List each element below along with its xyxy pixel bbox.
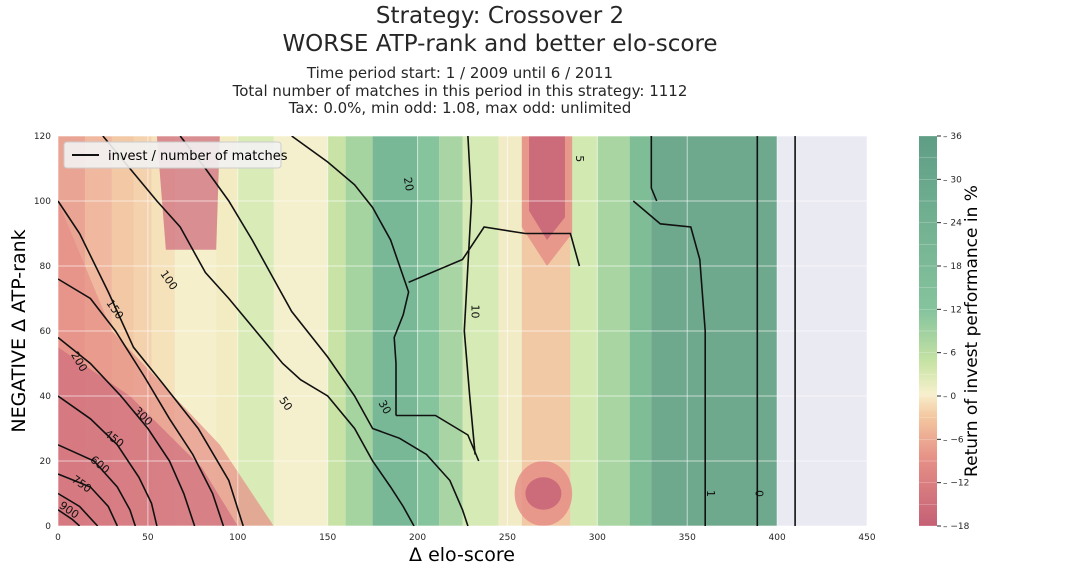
colorbar-tick-label: – 12 <box>943 305 962 315</box>
contour-line <box>179 136 469 526</box>
x-tick-label: 300 <box>589 533 606 543</box>
contour-label: 30 <box>376 398 394 417</box>
chart-subtitle-line-3: Tax: 0.0%, min odd: 1.08, max odd: unlim… <box>288 99 632 117</box>
contour-line <box>58 492 99 526</box>
colorbar-ticks: – 36 – 30 – 24 – 18 – 12 – 6 – 0 – −6 – −12 – −18 <box>919 132 970 532</box>
colorbar <box>919 136 937 526</box>
colorbar-tick-label: – −18 <box>943 522 970 532</box>
heat-blob <box>529 136 565 240</box>
y-tick-label: 100 <box>34 197 51 207</box>
y-tick-label: 60 <box>40 327 52 337</box>
colorbar-tick-label: – 6 <box>943 349 956 359</box>
y-tick-label: 120 <box>34 132 51 142</box>
x-tick-label: 150 <box>319 533 336 543</box>
legend-label: invest / number of matches <box>108 149 288 164</box>
colorbar-tick-label: – −6 <box>943 435 964 445</box>
colorbar-tick-label: – 30 <box>943 175 962 185</box>
grid-lines <box>57 135 868 527</box>
x-tick-label: 450 <box>858 533 875 543</box>
y-tick-label: 80 <box>40 262 52 272</box>
x-tick-label: 250 <box>499 533 516 543</box>
contour-line <box>650 136 658 202</box>
x-tick-label: 50 <box>142 533 154 543</box>
legend: invest / number of matches <box>63 141 288 169</box>
colorbar-tick-label: – 0 <box>943 392 956 402</box>
contour-line <box>58 444 137 526</box>
contour-label: 0 <box>753 490 766 497</box>
colorbar-tick-label: – 36 <box>943 132 962 142</box>
contour-line <box>408 226 581 284</box>
chart-subtitle-line-1: Time period start: 1 / 2009 until 6 / 20… <box>306 64 614 82</box>
contour-line <box>58 336 196 526</box>
chart-subtitle-line-2: Total number of matches in this period i… <box>232 82 688 100</box>
y-axis-label: NEGATIVE Δ ATP-rank <box>8 229 30 432</box>
colorbar-tick-label: – 18 <box>943 262 962 272</box>
colorbar-label: Return of invest performance in % <box>962 185 982 477</box>
legend-box <box>63 141 282 169</box>
contour-label: 1 <box>704 490 717 497</box>
contour-label: 5 <box>573 155 586 162</box>
x-axis-label: Δ elo-score <box>409 544 515 566</box>
y-tick-label: 0 <box>45 522 51 532</box>
contour-line <box>58 278 225 526</box>
contour-label: 10 <box>468 305 481 319</box>
x-axis-ticks: 0 50 100 150 200 250 300 350 400 450 <box>55 533 876 543</box>
colorbar-tick-label: – −12 <box>943 479 969 489</box>
chart-title-line-2: WORSE ATP-rank and better elo-score <box>282 31 718 57</box>
y-axis-ticks: 0 20 40 60 80 100 120 <box>34 132 51 532</box>
chart-title-line-1: Strategy: Crossover 2 <box>375 3 625 29</box>
contour-line <box>396 414 480 462</box>
contour-lines <box>58 136 796 526</box>
contour-line <box>632 200 706 526</box>
contour-line <box>291 136 410 416</box>
y-tick-label: 20 <box>40 457 52 467</box>
contour-line <box>102 136 415 526</box>
x-tick-label: 350 <box>679 533 696 543</box>
colorbar-tick-label: – 24 <box>943 219 962 229</box>
contour-line <box>463 136 476 455</box>
contour-line <box>58 395 158 526</box>
y-tick-label: 40 <box>40 392 52 402</box>
x-tick-label: 0 <box>55 533 61 543</box>
contour-label: 20 <box>401 176 416 192</box>
x-tick-label: 400 <box>769 533 786 543</box>
x-tick-label: 100 <box>229 533 246 543</box>
contour-line <box>58 473 119 526</box>
contour-line <box>58 200 244 526</box>
contour-line <box>58 509 81 526</box>
heat-blob <box>525 477 562 510</box>
x-tick-label: 200 <box>409 533 426 543</box>
